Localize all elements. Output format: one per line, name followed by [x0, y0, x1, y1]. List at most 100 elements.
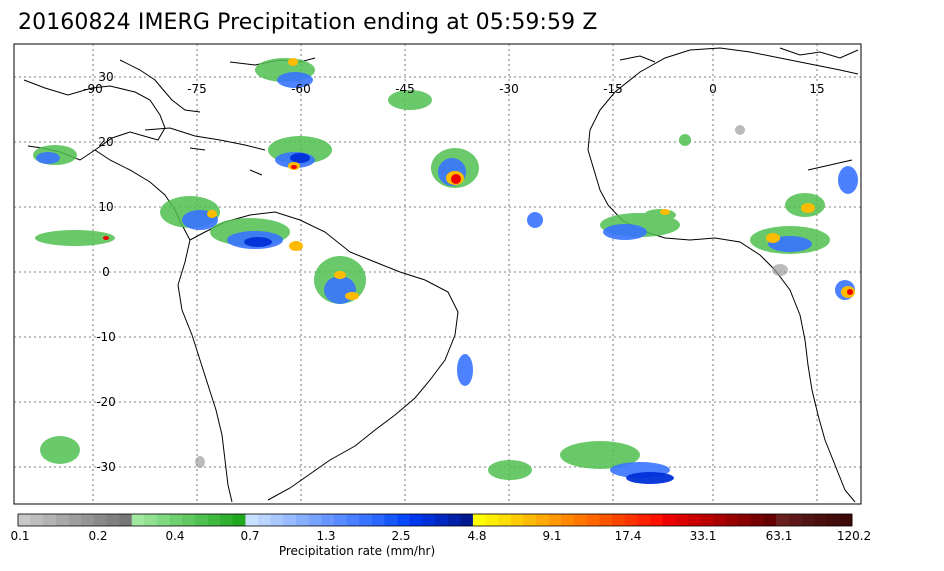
- colorbar-swatch: [270, 514, 284, 526]
- colorbar-swatch: [624, 514, 638, 526]
- colorbar-tick-label: 0.2: [88, 529, 108, 543]
- colorbar-swatch: [308, 514, 322, 526]
- colorbar-swatch: [649, 514, 663, 526]
- longitude-labels: -90 -75 -60 -45 -30 -15 0 15: [83, 82, 824, 96]
- colorbar-tick-label: 4.8: [467, 529, 487, 543]
- colorbar-swatch: [283, 514, 297, 526]
- colorbar-swatch: [371, 514, 385, 526]
- colorbar-swatch: [359, 514, 373, 526]
- lat-label: 0: [102, 265, 110, 279]
- colorbar-swatch: [763, 514, 777, 526]
- colorbar-swatch: [687, 514, 701, 526]
- colorbar-swatch: [422, 514, 436, 526]
- colorbar-swatch: [510, 514, 524, 526]
- lat-label: -10: [96, 330, 116, 344]
- colorbar-tick-label: 63.1: [765, 529, 793, 543]
- colorbar-swatch: [460, 514, 474, 526]
- colorbar-swatch: [245, 514, 259, 526]
- colorbar-swatch: [662, 514, 676, 526]
- colorbar-swatch: [93, 514, 107, 526]
- colorbar-swatch: [750, 514, 764, 526]
- lon-label: -60: [291, 82, 311, 96]
- colorbar-swatch: [839, 514, 853, 526]
- colorbar-tick-label: 17.4: [614, 529, 642, 543]
- colorbar-swatch: [675, 514, 689, 526]
- colorbar-swatch: [220, 514, 234, 526]
- colorbar-swatch: [435, 514, 448, 526]
- colorbar-tick-label: 0.4: [165, 529, 185, 543]
- precipitation-field: [33, 58, 858, 484]
- colorbar-swatch: [296, 514, 309, 526]
- colorbar-swatch: [119, 514, 133, 526]
- colorbar-swatch: [472, 514, 486, 526]
- lon-label: -30: [499, 82, 519, 96]
- colorbar-tick-label: 0.7: [240, 529, 260, 543]
- colorbar-swatch: [536, 514, 550, 526]
- colorbar: [17, 513, 853, 527]
- colorbar-swatch: [586, 514, 600, 526]
- colorbar-swatch: [498, 514, 512, 526]
- colorbar-swatch: [232, 514, 246, 526]
- colorbar-title: Precipitation rate (mm/hr): [278, 544, 436, 558]
- colorbar-swatch: [333, 514, 347, 526]
- colorbar-swatch: [43, 514, 57, 526]
- colorbar-swatch: [485, 514, 499, 526]
- colorbar-swatch: [523, 514, 537, 526]
- colorbar-swatch: [637, 514, 651, 526]
- lat-label: 20: [98, 135, 113, 149]
- lat-label: 30: [98, 70, 113, 84]
- colorbar-tick-label: 120.2: [836, 529, 872, 543]
- colorbar-swatch: [55, 514, 69, 526]
- colorbar-swatch: [68, 514, 82, 526]
- colorbar-swatch: [700, 514, 714, 526]
- lat-label: 10: [98, 200, 113, 214]
- colorbar-tick-label: 9.1: [542, 529, 562, 543]
- lon-label: -45: [395, 82, 415, 96]
- colorbar-swatch: [826, 514, 840, 526]
- colorbar-swatch: [713, 514, 726, 526]
- colorbar-swatch: [321, 514, 335, 526]
- colorbar-swatch: [144, 514, 158, 526]
- colorbar-swatch: [131, 514, 145, 526]
- colorbar-swatch: [574, 514, 587, 526]
- colorbar-swatch: [776, 514, 790, 526]
- lon-label: 15: [809, 82, 824, 96]
- colorbar-swatch: [397, 514, 411, 526]
- colorbar-swatch: [599, 514, 613, 526]
- map-frame: [13, 43, 862, 505]
- colorbar-tick-label: 1.3: [316, 529, 336, 543]
- colorbar-swatch: [738, 514, 752, 526]
- latitude-labels: 30 20 10 0 -10 -20 -30: [96, 70, 116, 474]
- lon-label: -15: [603, 82, 623, 96]
- colorbar-swatch: [194, 514, 208, 526]
- colorbar-swatch: [384, 514, 398, 526]
- colorbar-swatch: [561, 514, 575, 526]
- colorbar-swatch: [18, 514, 31, 526]
- colorbar-swatch: [801, 514, 815, 526]
- colorbar-swatch: [814, 514, 828, 526]
- colorbar-swatch: [258, 514, 272, 526]
- colorbar-swatch: [30, 514, 44, 526]
- colorbar-swatch: [81, 514, 95, 526]
- colorbar-swatch: [548, 514, 562, 526]
- colorbar-swatch: [725, 514, 739, 526]
- colorbar-swatch: [207, 514, 221, 526]
- colorbar-tick-label: 2.5: [391, 529, 411, 543]
- colorbar-tick-label: 33.1: [689, 529, 717, 543]
- lon-label: -75: [187, 82, 207, 96]
- lat-label: -30: [96, 460, 116, 474]
- colorbar-swatch: [788, 514, 802, 526]
- colorbar-frame: [17, 513, 853, 527]
- lon-label: 0: [709, 82, 717, 96]
- colorbar-swatch: [169, 514, 183, 526]
- colorbar-swatch: [346, 514, 360, 526]
- colorbar-swatch: [182, 514, 196, 526]
- lat-label: -20: [96, 395, 116, 409]
- map-title: 20160824 IMERG Precipitation ending at 0…: [18, 10, 598, 35]
- colorbar-swatch: [409, 514, 423, 526]
- colorbar-swatch: [106, 514, 120, 526]
- colorbar-swatch: [447, 514, 461, 526]
- lon-label: -90: [83, 82, 103, 96]
- colorbar-tick-label: 0.1: [10, 529, 30, 543]
